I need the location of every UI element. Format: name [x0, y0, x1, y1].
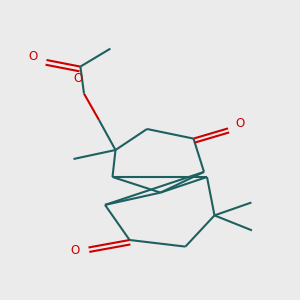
Text: O: O: [29, 50, 38, 64]
Text: O: O: [74, 72, 82, 85]
Text: O: O: [236, 117, 245, 130]
Text: O: O: [71, 244, 80, 257]
